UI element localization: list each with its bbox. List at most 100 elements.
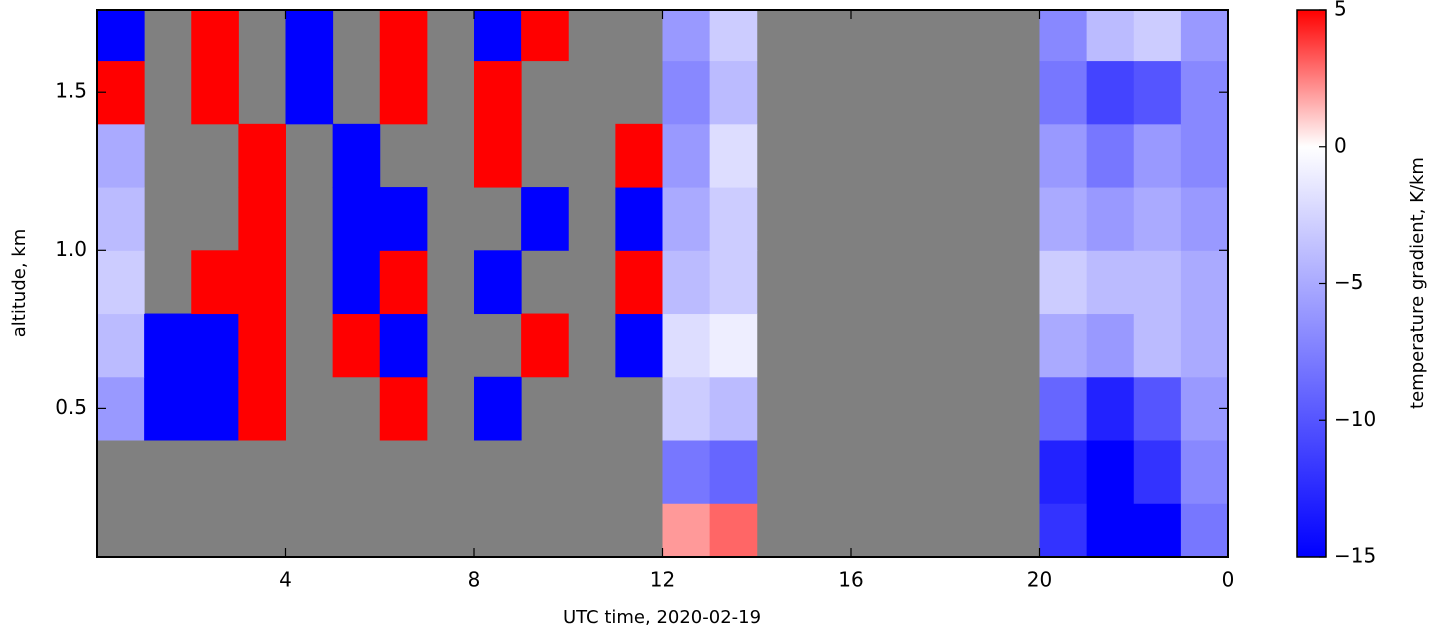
y-tick-label: 1.5 [55, 79, 87, 103]
heatmap-cell [1039, 10, 1088, 62]
heatmap-cell [379, 313, 428, 378]
heatmap-cell [709, 10, 758, 62]
heatmap-cell [709, 503, 758, 558]
heatmap-cell [474, 376, 522, 441]
heatmap-cell [1039, 313, 1088, 378]
heatmap-cell [662, 313, 711, 378]
heatmap-cell [1133, 503, 1182, 558]
heatmap-cell [1180, 10, 1229, 62]
y-tick-label: 0.5 [55, 395, 87, 419]
heatmap-cell [1133, 440, 1182, 504]
heatmap-cell [332, 123, 381, 188]
heatmap-cell [662, 503, 711, 558]
x-tick-label: 8 [468, 568, 481, 592]
heatmap-cell [1086, 376, 1135, 441]
heatmap-cell [615, 250, 663, 315]
heatmap-cell [662, 440, 711, 504]
heatmap-cell [1180, 123, 1229, 188]
heatmap-cell [332, 313, 381, 378]
y-tick-label: 1.0 [55, 237, 87, 261]
x-tick-label: 0 [1222, 568, 1235, 592]
heatmap-cell [1180, 503, 1229, 558]
heatmap-cell [709, 250, 758, 315]
heatmap-cell [97, 313, 145, 378]
heatmap-cell [1039, 60, 1088, 125]
heatmap-cell [1039, 440, 1088, 504]
x-axis-label: UTC time, 2020-02-19 [563, 607, 761, 628]
x-tick-label: 16 [838, 568, 863, 592]
colorbar-tick-label: −10 [1334, 407, 1376, 431]
heatmap-cell [1180, 187, 1229, 251]
heatmap-cell [238, 187, 286, 251]
heatmap-cell [615, 123, 663, 188]
heatmap-cell [379, 376, 428, 441]
heatmap-cell [662, 123, 711, 188]
heatmap-cell [285, 10, 334, 62]
heatmap-cell [97, 10, 145, 62]
heatmap-cell [709, 60, 758, 125]
heatmap-cell [97, 187, 145, 251]
heatmap-cell [97, 123, 145, 188]
heatmap-cell [662, 250, 711, 315]
heatmap-cell [191, 313, 239, 378]
heatmap-cell [1133, 313, 1182, 378]
heatmap-cell [662, 60, 711, 125]
heatmap-cell [1133, 187, 1182, 251]
colorbar-tick-label: −15 [1334, 544, 1376, 568]
heatmap-cell [1086, 313, 1135, 378]
heatmap-cell [1039, 250, 1088, 315]
heatmap-cell [238, 250, 286, 315]
y-axis-label: altitude, km [9, 229, 30, 337]
heatmap-cell [474, 123, 522, 188]
x-tick-label: 4 [279, 568, 292, 592]
heatmap-cell [332, 187, 381, 251]
heatmap-cell [332, 250, 381, 315]
heatmap-cell [709, 187, 758, 251]
heatmap-cell [474, 60, 522, 125]
heatmap-cell [379, 60, 428, 125]
heatmap-cell [709, 440, 758, 504]
heatmap-cell [474, 10, 522, 62]
heatmap-cell [144, 313, 192, 378]
heatmap-cell [285, 60, 334, 125]
heatmap-cell [1086, 187, 1135, 251]
heatmap-cell [191, 376, 239, 441]
heatmap-cell [1086, 250, 1135, 315]
heatmap-cell [191, 10, 239, 62]
colorbar-label: temperature gradient, K/km [1407, 157, 1428, 409]
heatmap-cell [521, 10, 569, 62]
heatmap-cell [1133, 376, 1182, 441]
heatmap-cell [1180, 313, 1229, 378]
heatmap-cell [1039, 123, 1088, 188]
heatmap-cell [709, 376, 758, 441]
heatmap-cell [662, 187, 711, 251]
heatmap-cell [1133, 10, 1182, 62]
heatmap-cell [97, 250, 145, 315]
heatmap-cell [615, 313, 663, 378]
heatmap-cell [615, 187, 663, 251]
heatmap-cell [191, 60, 239, 125]
heatmap-cell [144, 376, 192, 441]
heatmap-cell [1039, 503, 1088, 558]
heatmap-cell [379, 250, 428, 315]
heatmap-cell [1180, 440, 1229, 504]
heatmap-cell [1039, 187, 1088, 251]
heatmap-cell [238, 313, 286, 378]
heatmap-cell [709, 123, 758, 188]
heatmap-cell [474, 250, 522, 315]
heatmap-cell [662, 10, 711, 62]
heatmap-cell [709, 313, 758, 378]
heatmap-cell [662, 376, 711, 441]
heatmap-cell [1086, 123, 1135, 188]
heatmap-cell [1086, 503, 1135, 558]
colorbar-tick-label: 5 [1334, 0, 1347, 21]
heatmap-cell [1086, 60, 1135, 125]
heatmap-cell [1133, 250, 1182, 315]
heatmap-cell [379, 187, 428, 251]
heatmap-cell [238, 123, 286, 188]
heatmap-cell [521, 187, 569, 251]
heatmap-cell [191, 250, 239, 315]
heatmap-cell [379, 10, 428, 62]
x-tick-label: 12 [650, 568, 675, 592]
